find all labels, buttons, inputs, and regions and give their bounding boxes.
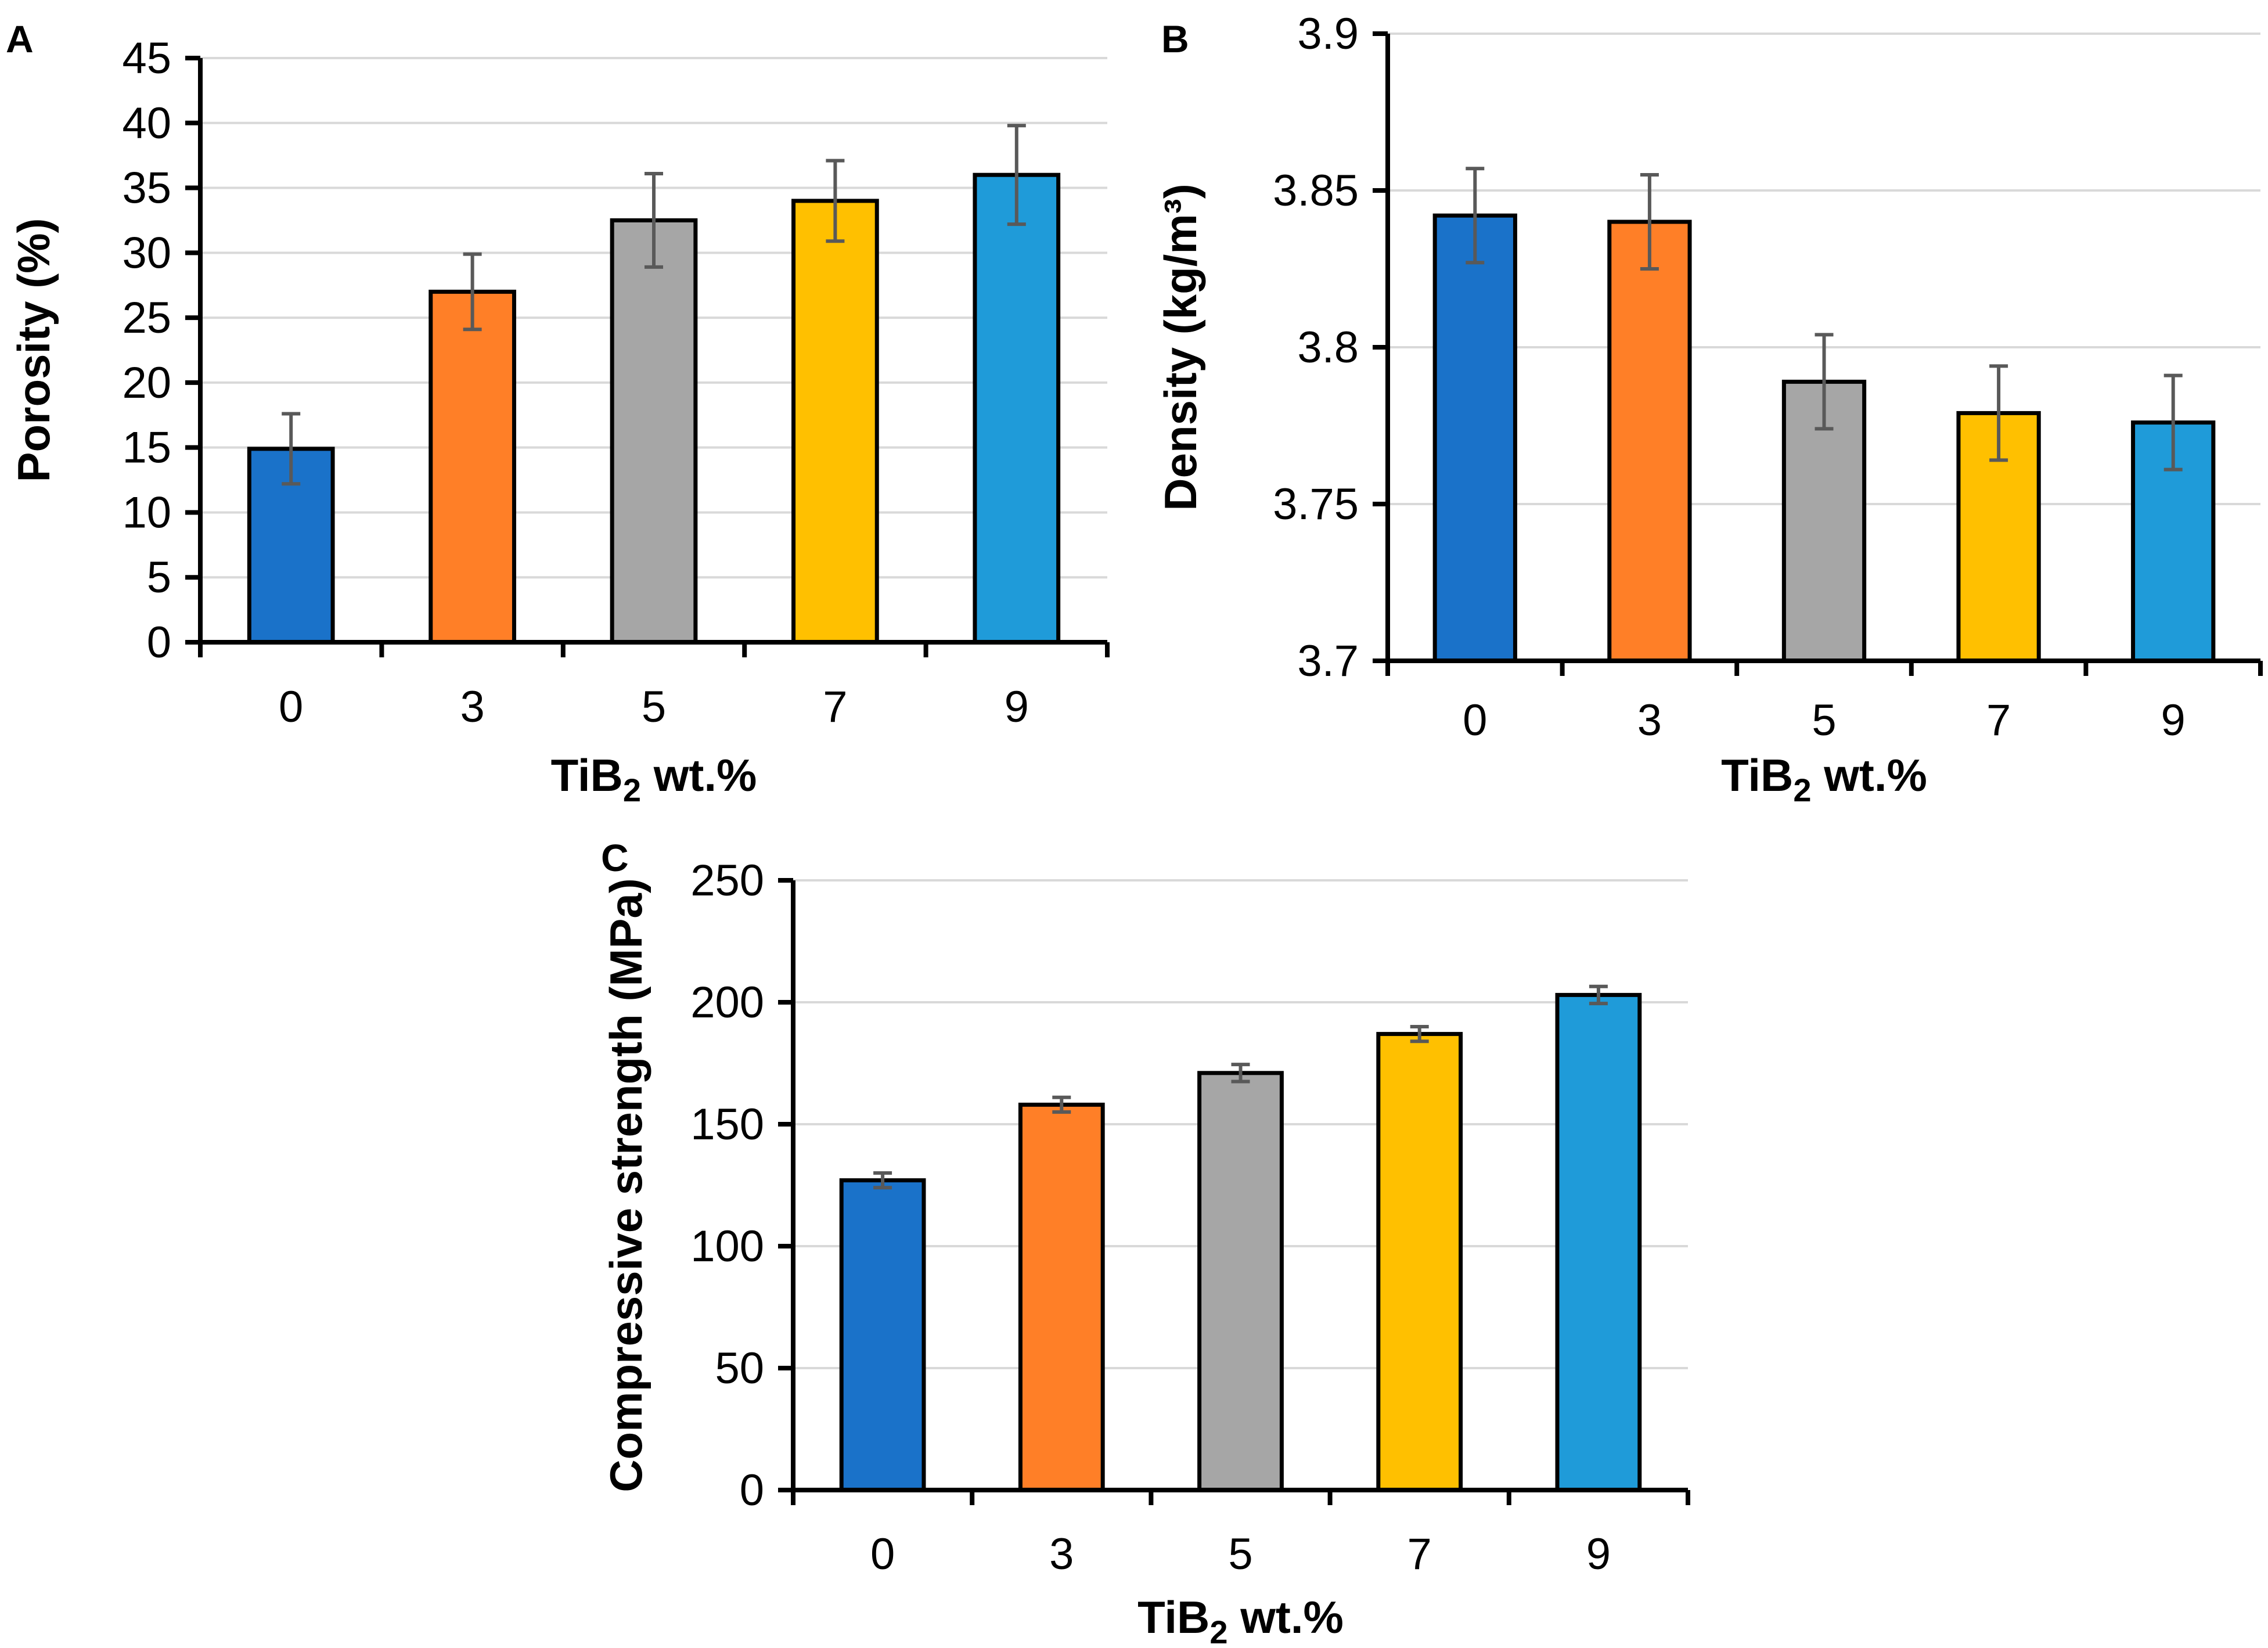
y-tick-label: 250: [690, 856, 764, 905]
x-tick-label: 0: [870, 1530, 895, 1579]
x-tick-label: 3: [460, 682, 484, 732]
bar-0: [1432, 213, 1517, 663]
x-tick-label: 5: [1812, 696, 1836, 745]
x-tick-label: 0: [1463, 696, 1487, 745]
y-tick-label: 3.85: [1273, 166, 1359, 215]
x-tick-label: 0: [279, 682, 303, 732]
panel-label: B: [1161, 17, 1189, 60]
x-axis-title: TiB2 wt.%: [551, 750, 757, 808]
panel-b: B 3.7 3.75 3.8 3.85 3.9 0 3 5 7 9 TiB2 wt.% Density …: [1155, 9, 2263, 808]
y-tick-label: 40: [122, 99, 171, 148]
x-axis-title-main: TiB: [1721, 750, 1793, 801]
x-tick-label: 9: [1586, 1530, 1611, 1579]
bar-3: [1018, 1102, 1105, 1492]
bar-9: [973, 172, 1061, 645]
bar-7: [791, 199, 879, 645]
y-tick-label: 35: [122, 164, 171, 213]
y-axis-title: Density (kg/m³): [1155, 183, 1206, 510]
bar-3: [1607, 220, 1692, 663]
y-tick-label: 15: [122, 423, 171, 473]
x-tick-label: 3: [1637, 696, 1662, 745]
x-axis-title-main: TiB: [1137, 1592, 1209, 1643]
y-axis-title: Compressive strength (MPa): [600, 878, 651, 1492]
y-tick-label: 3.7: [1297, 636, 1359, 686]
x-tick-label: 9: [2161, 696, 2186, 745]
y-tick-label: 30: [122, 228, 171, 278]
y-tick-label: 45: [122, 34, 171, 83]
y-tick-label: 3.8: [1297, 323, 1359, 372]
y-tick-label: 150: [690, 1100, 764, 1149]
x-tick-label: 3: [1049, 1530, 1074, 1579]
x-axis-title: TiB2 wt.%: [1137, 1592, 1344, 1645]
x-tick-label: 7: [823, 682, 847, 732]
x-axis-title-rest: wt.%: [641, 750, 757, 801]
x-axis-title-main: TiB: [551, 750, 623, 801]
y-tick-label: 200: [690, 978, 764, 1027]
bar-5: [610, 218, 698, 645]
x-axis-title: TiB2 wt.%: [1721, 750, 1927, 808]
panel-c: C 0 50 100 150 200 250 0 3 5 7 9 TiB2 wt.% Compressiv…: [600, 836, 1690, 1648]
bar-0: [839, 1178, 926, 1492]
bar-7: [1376, 1032, 1463, 1492]
x-axis-title-subscript: 2: [623, 772, 641, 808]
x-axis-title-subscript: 2: [1209, 1614, 1227, 1645]
y-tick-label: 25: [122, 293, 171, 343]
x-axis-title-rest: wt.%: [1812, 750, 1927, 801]
y-tick-label: 5: [147, 553, 171, 602]
x-tick-label: 5: [642, 682, 666, 732]
y-tick-label: 100: [690, 1222, 764, 1271]
y-tick-label: 10: [122, 488, 171, 537]
bar-3: [429, 289, 516, 645]
x-tick-label: 5: [1228, 1530, 1252, 1579]
x-tick-label: 7: [1986, 696, 2011, 745]
x-axis-title-subscript: 2: [1793, 772, 1811, 808]
bar-9: [1555, 992, 1642, 1492]
y-tick-label: 50: [715, 1344, 764, 1393]
x-axis-title-rest: wt.%: [1228, 1592, 1344, 1643]
y-tick-label: 3.75: [1273, 480, 1359, 529]
y-axis-title: Porosity (%): [8, 218, 59, 482]
y-tick-label: 20: [122, 358, 171, 408]
y-tick-label: 0: [740, 1466, 764, 1515]
panel-label: A: [6, 17, 34, 60]
x-tick-label: 9: [1005, 682, 1029, 732]
bar-5: [1197, 1071, 1284, 1492]
y-tick-label: 0: [147, 618, 171, 667]
x-tick-label: 7: [1407, 1530, 1432, 1579]
y-tick-label: 3.9: [1297, 9, 1359, 59]
panel-label: C: [601, 836, 629, 879]
